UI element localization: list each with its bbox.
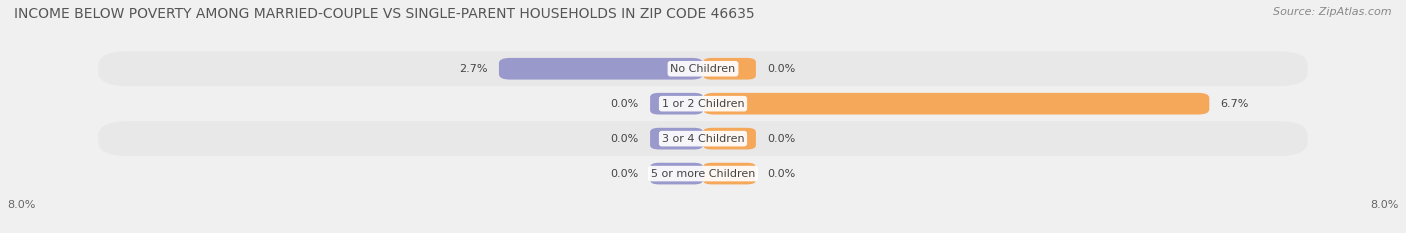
- Text: Source: ZipAtlas.com: Source: ZipAtlas.com: [1274, 7, 1392, 17]
- Text: 3 or 4 Children: 3 or 4 Children: [662, 134, 744, 144]
- FancyBboxPatch shape: [650, 128, 703, 150]
- Text: INCOME BELOW POVERTY AMONG MARRIED-COUPLE VS SINGLE-PARENT HOUSEHOLDS IN ZIP COD: INCOME BELOW POVERTY AMONG MARRIED-COUPL…: [14, 7, 755, 21]
- Text: 8.0%: 8.0%: [7, 200, 35, 210]
- Text: 0.0%: 0.0%: [768, 169, 796, 178]
- FancyBboxPatch shape: [499, 58, 703, 80]
- Text: 0.0%: 0.0%: [610, 169, 638, 178]
- FancyBboxPatch shape: [650, 163, 703, 185]
- Text: 0.0%: 0.0%: [768, 134, 796, 144]
- Text: 1 or 2 Children: 1 or 2 Children: [662, 99, 744, 109]
- FancyBboxPatch shape: [703, 163, 756, 185]
- FancyBboxPatch shape: [98, 156, 1308, 191]
- FancyBboxPatch shape: [650, 93, 703, 114]
- FancyBboxPatch shape: [703, 58, 756, 80]
- Text: 6.7%: 6.7%: [1220, 99, 1249, 109]
- Text: 0.0%: 0.0%: [610, 99, 638, 109]
- FancyBboxPatch shape: [703, 128, 756, 150]
- FancyBboxPatch shape: [98, 51, 1308, 86]
- Text: 2.7%: 2.7%: [460, 64, 488, 74]
- Text: 0.0%: 0.0%: [768, 64, 796, 74]
- FancyBboxPatch shape: [98, 86, 1308, 121]
- Text: 5 or more Children: 5 or more Children: [651, 169, 755, 178]
- FancyBboxPatch shape: [98, 121, 1308, 156]
- Text: 8.0%: 8.0%: [1371, 200, 1399, 210]
- Text: 0.0%: 0.0%: [610, 134, 638, 144]
- Text: No Children: No Children: [671, 64, 735, 74]
- FancyBboxPatch shape: [703, 93, 1209, 114]
